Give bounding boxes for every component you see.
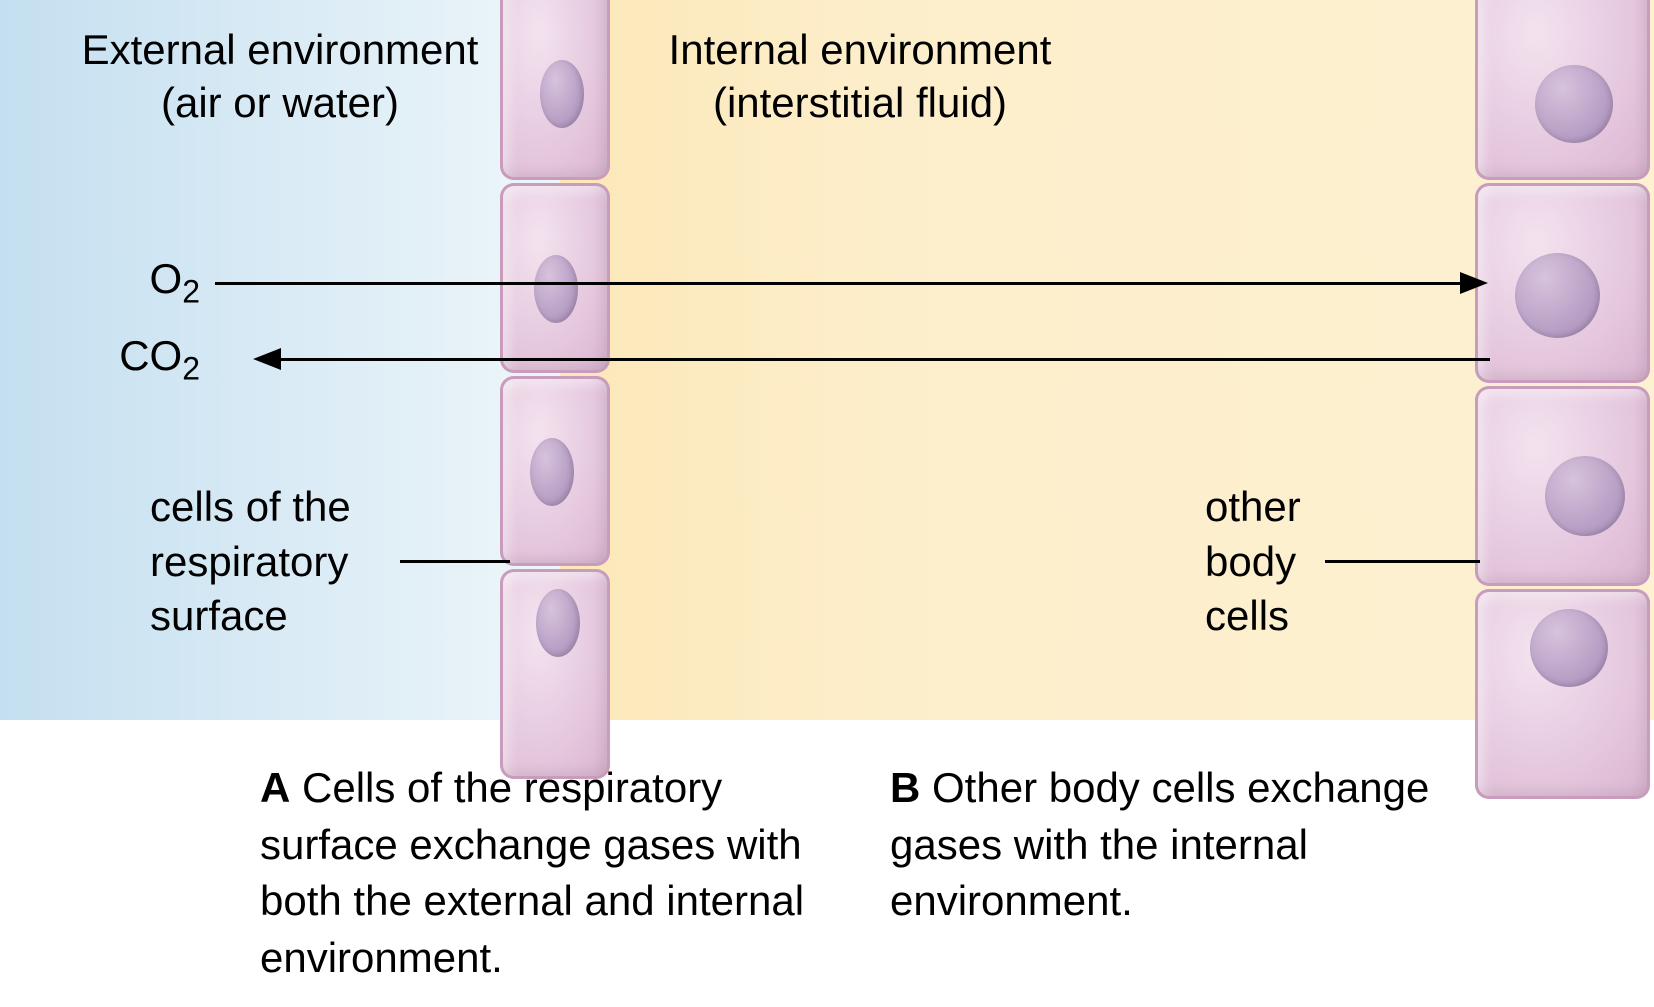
external-header-line1: External environment [82, 26, 479, 73]
body-cell [1475, 386, 1650, 586]
co2-arrow-line [280, 358, 1490, 361]
respiratory-cell [500, 569, 610, 779]
internal-header: Internal environment (interstitial fluid… [620, 24, 1100, 129]
caption-b-label: B [890, 764, 920, 811]
body-cell [1475, 0, 1650, 180]
caption-a: A Cells of the respiratory surface excha… [260, 760, 850, 987]
external-header: External environment (air or water) [40, 24, 520, 129]
cell-nucleus [1530, 609, 1608, 687]
internal-header-line2: (interstitial fluid) [713, 79, 1007, 126]
body-cell [1475, 589, 1650, 799]
diagram-area: External environment (air or water) Inte… [0, 0, 1654, 720]
body-pointer-line [1325, 560, 1480, 563]
body-cell [1475, 183, 1650, 383]
internal-header-line1: Internal environment [669, 26, 1052, 73]
respiratory-pointer-line [400, 560, 510, 563]
cell-nucleus [1535, 65, 1613, 143]
cell-nucleus [1545, 456, 1625, 536]
caption-a-label: A [260, 764, 290, 811]
cell-nucleus [534, 255, 578, 323]
o2-arrow-head [1460, 272, 1488, 294]
co2-label: CO2 [0, 332, 200, 387]
o2-label: O2 [0, 255, 200, 310]
respiratory-pointer-label: cells of the respiratory surface [150, 480, 351, 644]
cell-nucleus [1515, 253, 1600, 338]
respiratory-cell [500, 376, 610, 566]
co2-arrow-head [253, 348, 281, 370]
external-header-line2: (air or water) [161, 79, 399, 126]
cell-nucleus [530, 438, 574, 506]
caption-b: B Other body cells exchange gases with t… [890, 760, 1480, 930]
o2-arrow-line [215, 282, 1463, 285]
respiratory-cell [500, 183, 610, 373]
respiratory-cell-column [500, 0, 610, 782]
caption-a-text: Cells of the respiratory surface exchang… [260, 764, 804, 981]
cell-nucleus [540, 60, 584, 128]
body-cell-column [1475, 0, 1650, 802]
respiratory-cell [500, 0, 610, 180]
caption-b-text: Other body cells exchange gases with the… [890, 764, 1429, 924]
cell-nucleus [536, 589, 580, 657]
body-pointer-label: other body cells [1205, 480, 1301, 644]
